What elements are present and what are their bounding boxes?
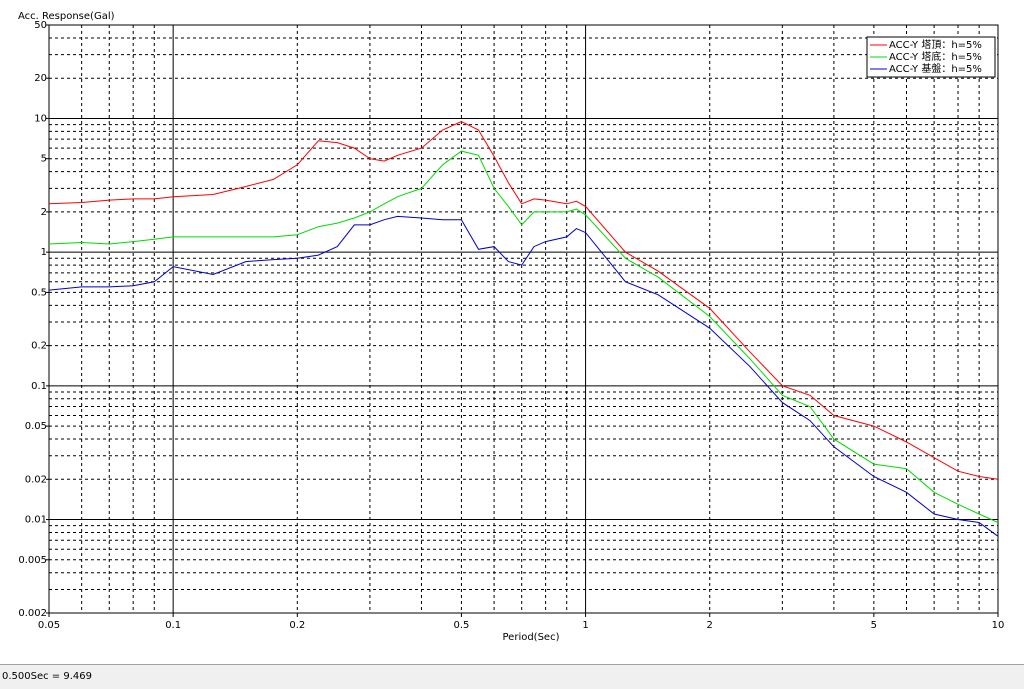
y-tick-label: 0.5 <box>31 287 47 298</box>
plot-frame <box>48 24 999 614</box>
legend-box <box>866 36 996 78</box>
y-tick-label: 0.01 <box>25 515 47 526</box>
y-tick-label: 0.1 <box>31 381 47 392</box>
y-tick-label: 0.005 <box>18 555 47 566</box>
series-line <box>48 150 999 523</box>
x-tick-label: 0.2 <box>289 620 305 631</box>
x-tick-label: 2 <box>707 620 713 631</box>
status-bar: 0.500Sec = 9.469 <box>0 664 1024 688</box>
y-tick-label: 0.05 <box>25 421 47 432</box>
y-axis-label: Acc. Response(Gal) <box>18 11 115 22</box>
y-tick-label: 10 <box>34 113 47 124</box>
x-tick-label: 1 <box>582 620 588 631</box>
x-tick-label: 5 <box>871 620 877 631</box>
y-tick-label: 0.02 <box>25 474 47 485</box>
x-tick-label: 0.1 <box>165 620 181 631</box>
legend-label: ACC-Y 塔頂：h=5% <box>889 38 982 51</box>
legend-label: ACC-Y 基盤：h=5% <box>889 62 982 75</box>
series-line <box>48 215 999 537</box>
y-tick-label: 20 <box>34 73 47 84</box>
x-tick-label: 0.05 <box>38 620 60 631</box>
y-tick-label: 50 <box>34 20 47 31</box>
legend-label: ACC-Y 塔底：h=5% <box>889 50 982 63</box>
x-axis-label: Period(Sec) <box>503 632 560 643</box>
y-tick-label: 1 <box>41 247 47 258</box>
chart: Acc. Response(Gal) Period(Sec) 0.05 0.1 0.… <box>0 0 1024 664</box>
y-tick-label: 5 <box>41 154 47 165</box>
y-tick-label: 0.2 <box>31 341 47 352</box>
x-tick-label: 0.5 <box>453 620 469 631</box>
legend: ACC-Y 塔頂：h=5%ACC-Y 塔底：h=5%ACC-Y 基盤：h=5% <box>866 36 996 78</box>
series-line <box>48 121 999 480</box>
y-tick-label: 0.002 <box>18 608 47 619</box>
x-tick-label: 10 <box>992 620 1005 631</box>
y-tick-label: 2 <box>41 207 47 218</box>
